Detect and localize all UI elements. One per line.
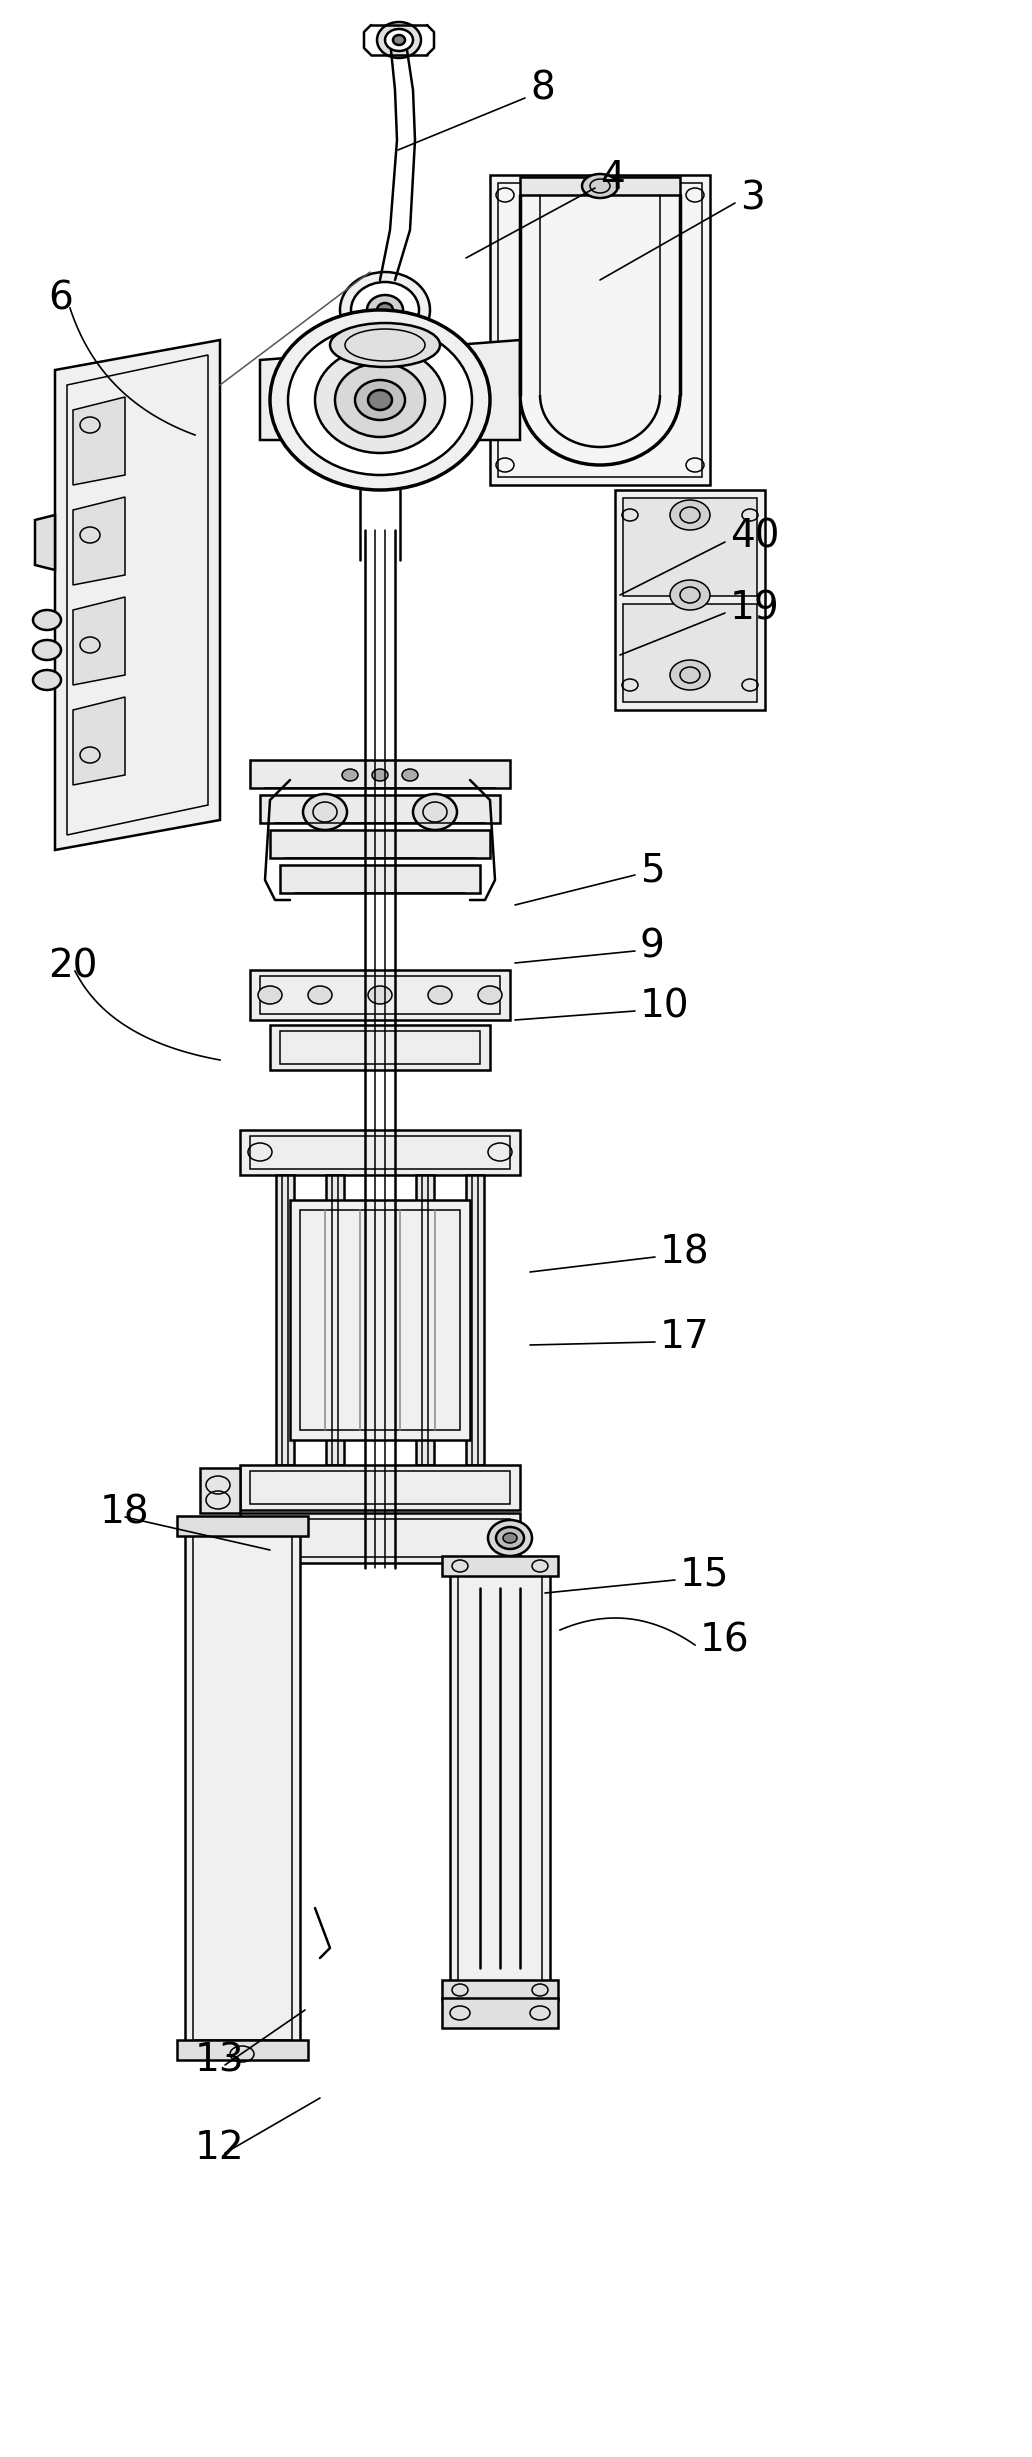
- Ellipse shape: [496, 1526, 524, 1548]
- Polygon shape: [73, 496, 125, 585]
- Bar: [260, 975, 499, 1015]
- Bar: [240, 1514, 520, 1563]
- Text: 20: 20: [49, 946, 97, 985]
- Ellipse shape: [33, 609, 61, 629]
- Bar: [615, 489, 765, 710]
- Bar: [250, 1472, 510, 1504]
- Bar: [416, 1174, 434, 1464]
- Bar: [178, 1516, 308, 1536]
- Text: 9: 9: [640, 926, 665, 966]
- Polygon shape: [73, 698, 125, 784]
- Ellipse shape: [342, 769, 358, 781]
- Bar: [326, 1174, 344, 1464]
- Bar: [450, 1568, 550, 1988]
- Text: 3: 3: [740, 179, 765, 216]
- Ellipse shape: [503, 1533, 517, 1543]
- Ellipse shape: [368, 391, 392, 410]
- Polygon shape: [73, 597, 125, 686]
- Polygon shape: [55, 339, 220, 850]
- Text: 5: 5: [640, 850, 665, 889]
- Ellipse shape: [33, 639, 61, 661]
- Ellipse shape: [670, 501, 710, 531]
- Polygon shape: [35, 516, 55, 570]
- Bar: [178, 2039, 308, 2059]
- Ellipse shape: [270, 310, 490, 489]
- Ellipse shape: [258, 985, 282, 1005]
- Bar: [250, 1135, 510, 1170]
- Text: 18: 18: [100, 1494, 150, 1531]
- Ellipse shape: [478, 985, 502, 1005]
- Ellipse shape: [330, 322, 440, 366]
- Ellipse shape: [367, 295, 404, 324]
- Ellipse shape: [402, 769, 418, 781]
- Ellipse shape: [393, 34, 405, 44]
- Text: 15: 15: [680, 1555, 730, 1595]
- Ellipse shape: [355, 381, 405, 420]
- Text: 19: 19: [730, 590, 780, 627]
- Polygon shape: [73, 398, 125, 484]
- Bar: [623, 499, 757, 597]
- Bar: [270, 830, 490, 857]
- Bar: [498, 182, 702, 477]
- Ellipse shape: [315, 346, 445, 452]
- Text: 13: 13: [195, 2042, 245, 2079]
- Bar: [260, 796, 499, 823]
- Ellipse shape: [377, 302, 393, 317]
- Bar: [442, 1980, 558, 2000]
- Ellipse shape: [368, 985, 392, 1005]
- Bar: [276, 1174, 294, 1464]
- Bar: [442, 1998, 558, 2027]
- Text: 6: 6: [49, 280, 73, 317]
- Ellipse shape: [488, 1521, 533, 1555]
- Bar: [250, 759, 510, 789]
- Ellipse shape: [351, 283, 419, 339]
- Bar: [240, 1464, 520, 1511]
- Bar: [300, 1209, 460, 1430]
- Ellipse shape: [340, 273, 430, 349]
- Ellipse shape: [582, 174, 618, 199]
- Ellipse shape: [377, 22, 421, 59]
- Polygon shape: [260, 339, 520, 440]
- Ellipse shape: [303, 794, 347, 830]
- Bar: [280, 865, 480, 892]
- Bar: [290, 1199, 470, 1440]
- Text: 8: 8: [530, 69, 555, 108]
- Bar: [193, 1536, 292, 2039]
- Ellipse shape: [670, 580, 710, 609]
- Bar: [250, 1518, 510, 1558]
- Bar: [623, 604, 757, 703]
- Text: 12: 12: [195, 2130, 245, 2167]
- Bar: [490, 174, 710, 484]
- Ellipse shape: [288, 324, 472, 474]
- Ellipse shape: [335, 364, 425, 437]
- Bar: [250, 971, 510, 1020]
- Text: 16: 16: [700, 1622, 750, 1658]
- Ellipse shape: [385, 29, 413, 52]
- Bar: [442, 1555, 558, 1575]
- Ellipse shape: [372, 769, 388, 781]
- Bar: [520, 177, 680, 194]
- Ellipse shape: [428, 985, 452, 1005]
- Text: 4: 4: [600, 160, 624, 197]
- Bar: [185, 1528, 300, 2049]
- Ellipse shape: [670, 661, 710, 690]
- Bar: [280, 1032, 480, 1064]
- Ellipse shape: [308, 985, 332, 1005]
- Bar: [458, 1572, 542, 1983]
- Bar: [240, 1130, 520, 1174]
- Ellipse shape: [33, 671, 61, 690]
- Text: 18: 18: [660, 1233, 710, 1270]
- Bar: [270, 1025, 490, 1069]
- Bar: [466, 1174, 484, 1464]
- Polygon shape: [200, 1467, 240, 1514]
- Ellipse shape: [413, 794, 457, 830]
- Text: 17: 17: [660, 1317, 710, 1356]
- Text: 40: 40: [730, 518, 779, 555]
- Text: 10: 10: [640, 988, 689, 1025]
